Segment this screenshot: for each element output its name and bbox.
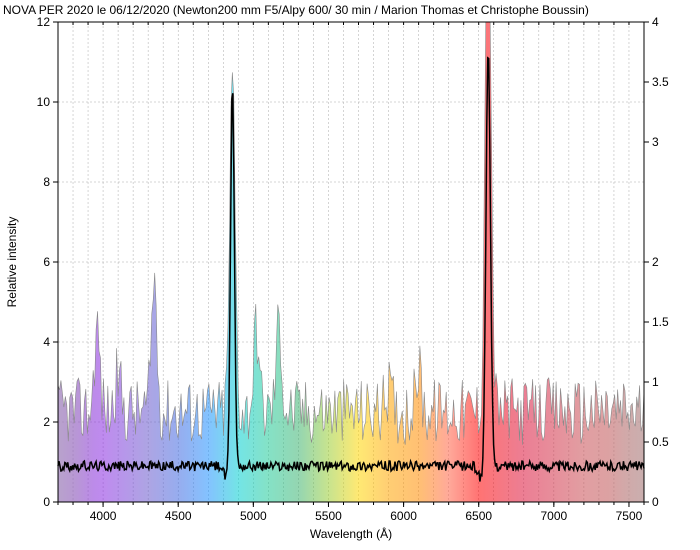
y-left-tick-label: 2 [43,415,50,429]
y-right-tick-label: 4 [652,15,659,29]
y-right-tick-label: 1.5 [652,315,669,329]
x-tick-label: 4000 [90,509,117,523]
x-tick-label: 6000 [390,509,417,523]
y-left-tick-label: 4 [43,335,50,349]
y-left-tick-label: 0 [43,495,50,509]
x-axis-label: Wavelength (Å) [310,526,392,541]
y-right-tick-label: 0 [652,495,659,509]
y-right-tick-label: 1 [652,375,659,389]
y-right-tick-label: 3.5 [652,75,669,89]
y-axis-label: Relative intensity [5,217,19,308]
x-tick-label: 6500 [465,509,492,523]
y-right-tick-label: 3 [652,135,659,149]
x-tick-label: 5000 [240,509,267,523]
spectrum-chart: NOVA PER 2020 le 06/12/2020 (Newton200 m… [0,0,700,550]
y-left-tick-label: 10 [37,95,51,109]
x-tick-label: 5500 [315,509,342,523]
y-left-tick-label: 8 [43,175,50,189]
x-tick-label: 7500 [616,509,643,523]
y-left-tick-label: 6 [43,255,50,269]
x-tick-label: 4500 [165,509,192,523]
y-right-tick-label: 2 [652,255,659,269]
chart-title: NOVA PER 2020 le 06/12/2020 (Newton200 m… [3,3,589,17]
x-tick-label: 7000 [540,509,567,523]
y-left-tick-label: 12 [37,15,51,29]
y-right-tick-label: 0.5 [652,435,669,449]
